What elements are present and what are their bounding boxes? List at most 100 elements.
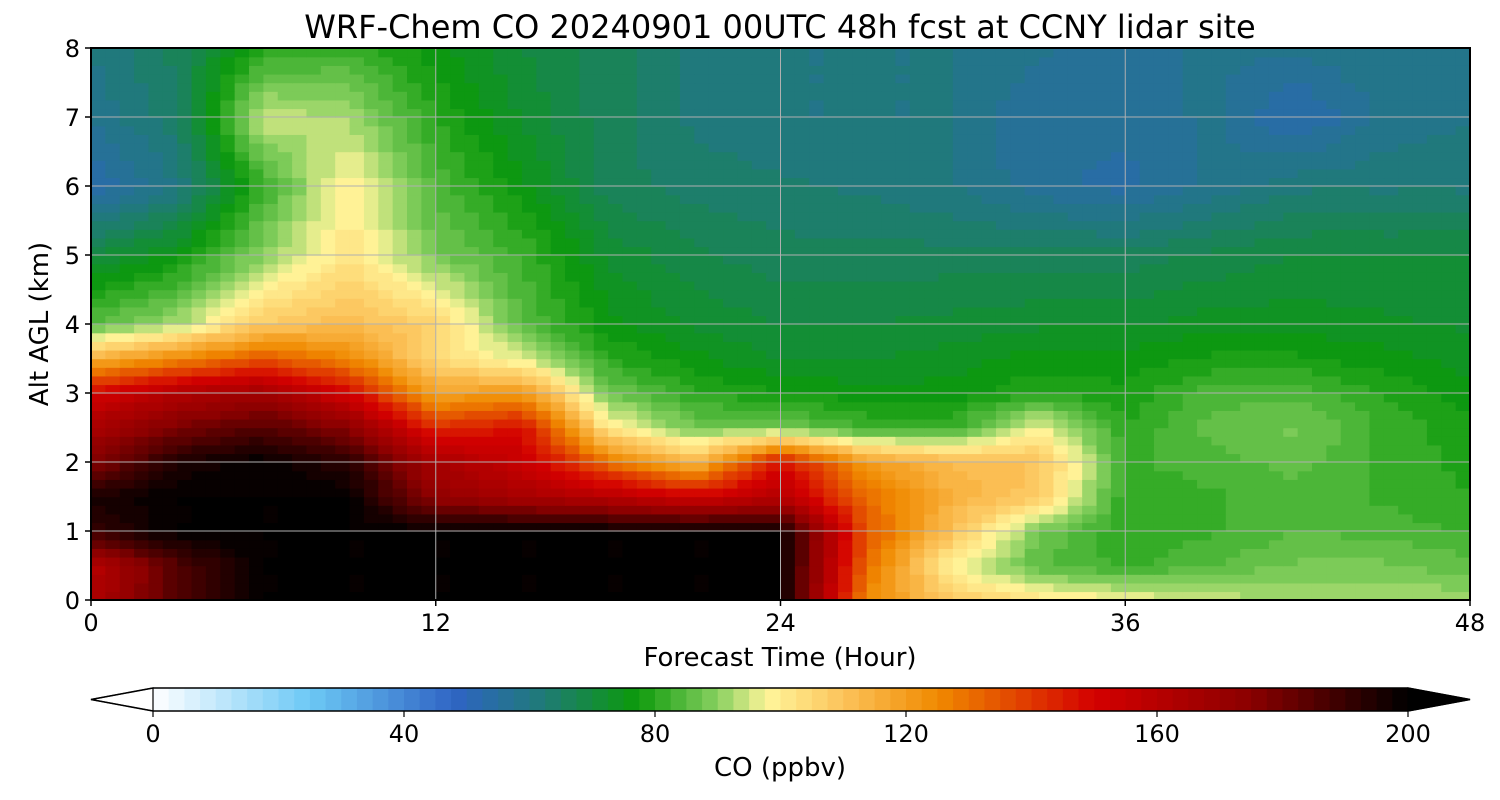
heatmap-cell (249, 237, 265, 248)
heatmap-cell (177, 513, 193, 524)
heatmap-cell (119, 531, 135, 541)
heatmap-cell (1340, 298, 1356, 308)
heatmap-cell (1168, 401, 1184, 411)
heatmap-cell (1139, 453, 1155, 463)
heatmap-cell (363, 479, 379, 489)
heatmap-cell (852, 444, 868, 455)
heatmap-cell (91, 332, 107, 342)
heatmap-cell (924, 487, 940, 498)
heatmap-cell (220, 436, 236, 446)
heatmap-cell (1398, 229, 1414, 239)
heatmap-cell (737, 280, 753, 291)
heatmap-cell (1139, 582, 1155, 593)
heatmap-cell (1240, 168, 1256, 179)
heatmap-cell (521, 427, 537, 437)
heatmap-cell (622, 574, 638, 584)
heatmap-cell (866, 548, 882, 558)
heatmap-cell (177, 574, 193, 584)
heatmap-cell (737, 522, 753, 532)
heatmap-cell (1355, 349, 1371, 360)
heatmap-cell (335, 194, 351, 204)
heatmap-cell (1010, 358, 1026, 368)
heatmap-cell (1254, 177, 1270, 187)
heatmap-cell (1383, 548, 1399, 558)
heatmap-cell (148, 255, 164, 265)
heatmap-cell (1182, 211, 1198, 222)
heatmap-cell (866, 479, 882, 489)
heatmap-cell (737, 272, 753, 282)
heatmap-cell (1412, 487, 1428, 498)
heatmap-cell (493, 470, 509, 480)
heatmap-cell (1455, 496, 1470, 506)
heatmap-cell (1197, 418, 1213, 429)
heatmap-cell (952, 384, 968, 394)
heatmap-cell (1311, 436, 1328, 446)
heatmap-cell (378, 496, 394, 506)
heatmap-cell (91, 211, 107, 222)
heatmap-cell (550, 255, 566, 265)
heatmap-cell (723, 375, 739, 386)
heatmap-cell (780, 591, 796, 600)
heatmap-cell (507, 418, 523, 429)
heatmap-cell (148, 186, 164, 196)
heatmap-cell (694, 203, 710, 213)
heatmap-cell (852, 194, 868, 204)
heatmap-cell (1053, 168, 1069, 179)
heatmap-cell (249, 513, 265, 524)
heatmap-cell (967, 375, 983, 386)
heatmap-cell (134, 306, 150, 317)
heatmap-cell (636, 194, 652, 204)
heatmap-cell (1096, 539, 1112, 549)
heatmap-cell (1067, 194, 1083, 204)
heatmap-cell (665, 194, 681, 204)
heatmap-cell (1240, 582, 1256, 593)
heatmap-cell (263, 220, 279, 230)
heatmap-cell (938, 177, 954, 187)
heatmap-cell (579, 255, 595, 265)
heatmap-cell (392, 186, 408, 196)
heatmap-cell (1110, 160, 1126, 170)
heatmap-cell (320, 246, 336, 256)
heatmap-cell (320, 237, 336, 248)
heatmap-cell (1182, 401, 1198, 411)
heatmap-cell (378, 280, 394, 291)
heatmap-cell (134, 168, 150, 179)
heatmap-cell (521, 453, 537, 463)
heatmap-cell (1383, 565, 1399, 575)
heatmap-cell (1197, 427, 1213, 437)
heatmap-cell (1225, 324, 1241, 334)
heatmap-cell (780, 315, 796, 325)
heatmap-cell (550, 289, 566, 299)
heatmap-cell (967, 151, 983, 161)
heatmap-cell (478, 211, 494, 222)
heatmap-cell (162, 582, 178, 593)
heatmap-cell (679, 496, 696, 506)
heatmap-cell (320, 574, 336, 584)
heatmap-cell (493, 160, 509, 170)
heatmap-cell (895, 237, 911, 248)
heatmap-cell (1039, 470, 1055, 480)
heatmap-cell (579, 367, 595, 377)
heatmap-cell (1225, 263, 1241, 273)
heatmap-cell (1096, 384, 1112, 394)
heatmap-cell (1168, 151, 1184, 161)
heatmap-cell (1426, 272, 1442, 282)
heatmap-cell (1096, 358, 1112, 368)
heatmap-cell (521, 246, 537, 256)
heatmap-cell (593, 229, 609, 239)
heatmap-cell (1153, 177, 1170, 187)
heatmap-cell (1355, 427, 1371, 437)
heatmap-cell (895, 427, 911, 437)
heatmap-cell (794, 349, 810, 360)
heatmap-cell (924, 531, 940, 541)
heatmap-cell (392, 367, 408, 377)
heatmap-cell (392, 556, 408, 567)
heatmap-cell (1096, 160, 1112, 170)
heatmap-cell (1455, 436, 1470, 446)
heatmap-cell (335, 418, 351, 429)
heatmap-cell (134, 436, 150, 446)
heatmap-cell (837, 462, 854, 472)
heatmap-cell (694, 229, 710, 239)
heatmap-cell (766, 263, 782, 273)
heatmap-cell (737, 341, 753, 351)
